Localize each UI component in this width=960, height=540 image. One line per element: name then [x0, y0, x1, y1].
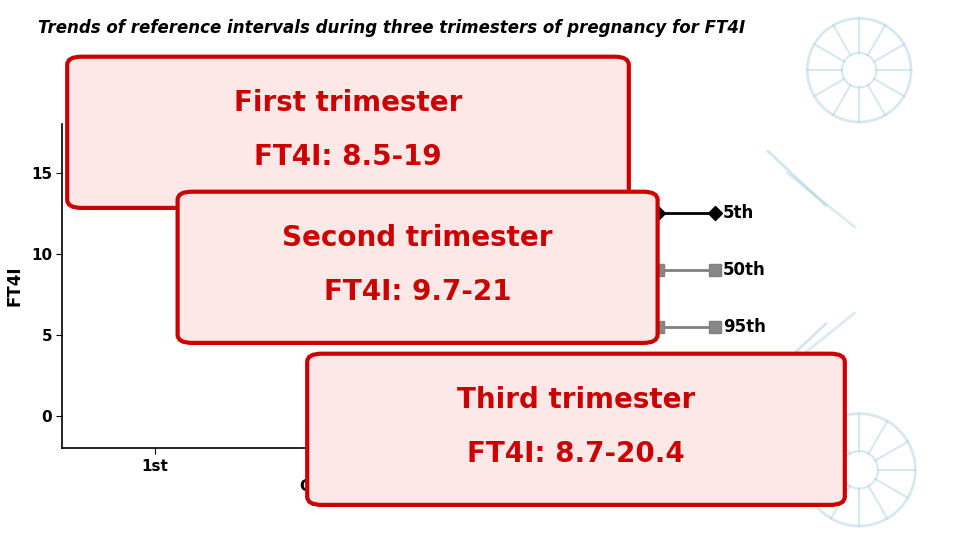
- Text: Third trimester: Third trimester: [457, 386, 695, 414]
- Text: Trends of reference intervals during three trimesters of pregnancy for FT4I: Trends of reference intervals during thr…: [38, 19, 746, 37]
- Y-axis label: FT4I: FT4I: [6, 266, 24, 306]
- Text: FT4I: 8.5-19: FT4I: 8.5-19: [254, 143, 442, 171]
- Text: Second trimester: Second trimester: [282, 224, 553, 252]
- Text: FT4I: 8.7-20.4: FT4I: 8.7-20.4: [468, 440, 684, 468]
- Text: 50th: 50th: [723, 261, 766, 279]
- X-axis label: Gestation: Gestation: [300, 479, 382, 494]
- Text: 5th: 5th: [723, 204, 755, 222]
- Text: FT4I: 9.7-21: FT4I: 9.7-21: [324, 278, 512, 306]
- Text: 95th: 95th: [723, 318, 766, 336]
- Text: First trimester: First trimester: [234, 89, 462, 117]
